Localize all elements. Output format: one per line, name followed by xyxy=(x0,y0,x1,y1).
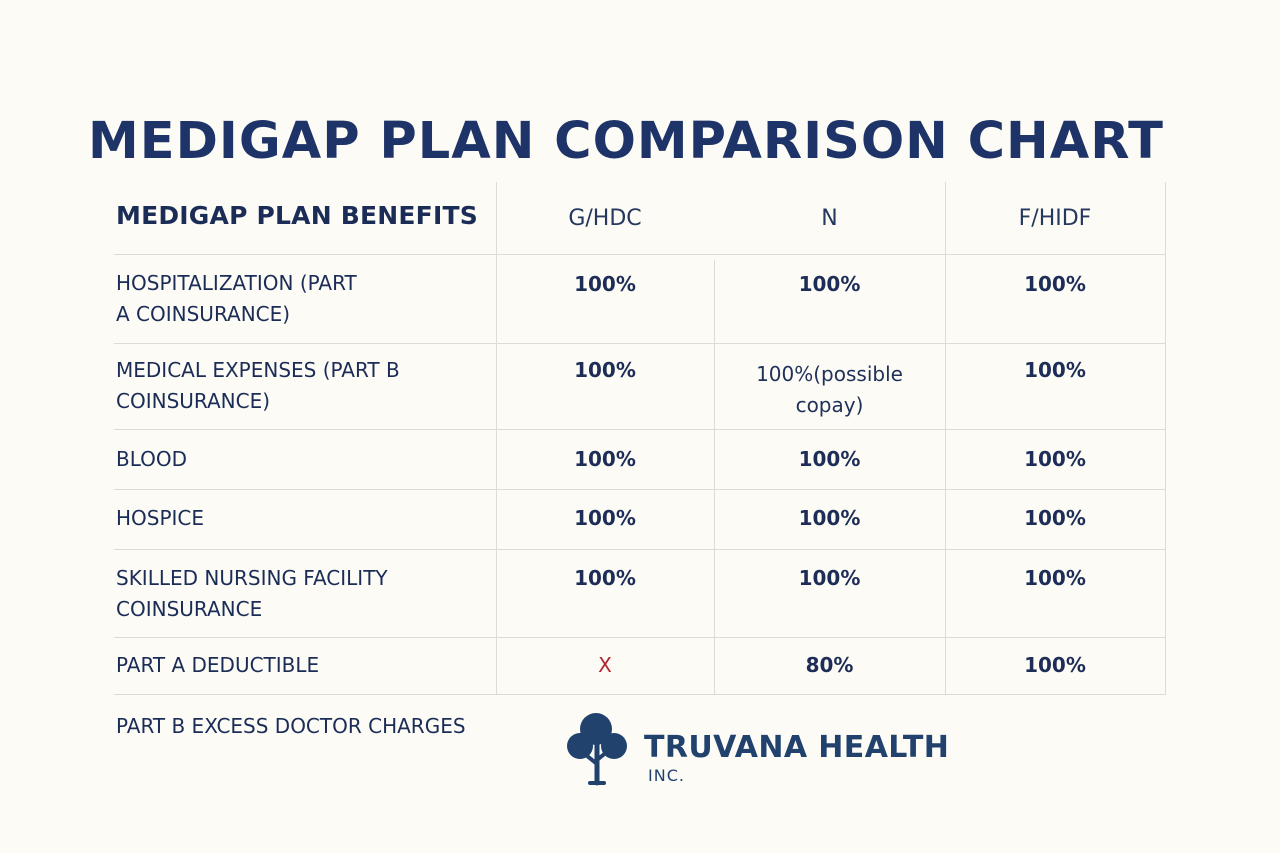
row-label-part-b-excess: PART B EXCESS DOCTOR CHARGES xyxy=(116,714,466,738)
row-value: 100% xyxy=(574,447,636,471)
row-value: 100% xyxy=(1024,272,1086,296)
company-name: TRUVANA HEALTH xyxy=(644,730,950,765)
row-value: 80% xyxy=(805,653,854,677)
column-header-n: N xyxy=(821,206,838,231)
row-value: 100% xyxy=(574,566,636,590)
table-divider xyxy=(496,182,497,695)
row-value: 100% xyxy=(798,272,861,296)
row-label-part-a-deductible: PART A DEDUCTIBLE xyxy=(116,653,320,677)
table-divider xyxy=(114,254,1166,255)
table-divider xyxy=(114,489,1166,490)
row-value: 100% xyxy=(574,272,636,296)
table-divider xyxy=(1165,182,1166,695)
row-label-hospice: HOSPICE xyxy=(116,506,205,530)
table-divider xyxy=(114,549,1166,550)
row-label-medical-expenses: MEDICAL EXPENSES (PART B COINSURANCE) xyxy=(116,358,400,413)
table-divider xyxy=(114,343,1166,344)
row-value: 100% xyxy=(798,447,861,471)
table-divider xyxy=(114,637,1166,638)
row-label-blood: BLOOD xyxy=(116,447,188,471)
table-divider xyxy=(114,429,1166,430)
row-value: 100% xyxy=(574,506,636,530)
row-value: 100%(possible copay) xyxy=(756,362,903,417)
not-covered-mark: X xyxy=(598,653,612,677)
row-value: 100% xyxy=(1024,358,1086,382)
column-header-g-hdc: G/HDC xyxy=(568,206,642,231)
comparison-table: MEDIGAP PLAN BENEFITS G/HDC N F/HIDF HOS… xyxy=(114,182,1166,695)
table-divider xyxy=(714,260,715,695)
row-value: 100% xyxy=(798,566,861,590)
page-title: MEDIGAP PLAN COMPARISON CHART xyxy=(88,112,1164,172)
company-suffix: INC. xyxy=(648,766,685,785)
row-value: 100% xyxy=(798,506,861,530)
company-logo: TRUVANA HEALTH INC. xyxy=(566,712,949,792)
row-value: 100% xyxy=(1024,447,1086,471)
row-value: 100% xyxy=(1024,653,1086,677)
table-divider xyxy=(945,182,946,695)
row-value: 100% xyxy=(574,358,636,382)
column-header-f-hidf: F/HIDF xyxy=(1018,206,1092,231)
row-value: 100% xyxy=(1024,566,1086,590)
row-label-hospitalization: HOSPITALIZATION (PART A COINSURANCE) xyxy=(116,271,357,326)
row-value: 100% xyxy=(1024,506,1086,530)
tree-icon xyxy=(567,713,627,786)
benefits-header: MEDIGAP PLAN BENEFITS xyxy=(116,201,478,230)
table-divider xyxy=(114,694,1166,695)
row-label-skilled-nursing: SKILLED NURSING FACILITY COINSURANCE xyxy=(116,566,388,621)
